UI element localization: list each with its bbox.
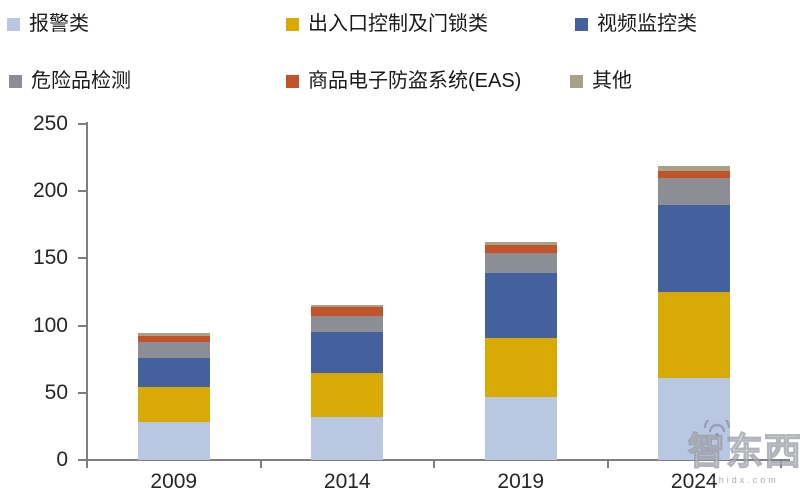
y-axis-tick — [78, 190, 87, 193]
watermark-brand: 智东西 — [687, 431, 800, 473]
legend-item-baojinglei: 报警类 — [7, 13, 89, 35]
watermark-zhidongxi: 智东西 zhidx.com — [684, 420, 800, 485]
bar-segment-2019 — [484, 337, 557, 397]
x-axis-tick — [86, 459, 88, 468]
y-axis-tick — [78, 123, 87, 125]
legend-item-churukou: 出入口控制及门锁类 — [286, 13, 488, 35]
x-axis-tick — [780, 459, 782, 468]
legend-item-shipin: 视频监控类 — [575, 13, 697, 35]
bar-segment-2019 — [484, 253, 557, 274]
bar-segment-2019 — [484, 396, 557, 460]
bar-segment-2024 — [658, 204, 731, 292]
x-axis-label: 2014 — [323, 470, 371, 493]
legend-label: 视频监控类 — [597, 13, 697, 35]
bar-segment-2024 — [658, 292, 731, 378]
bar-segment-2009 — [137, 357, 210, 388]
x-axis-label: 2019 — [497, 470, 545, 493]
bar-segment-2019 — [484, 242, 557, 245]
y-axis-tick-label: 100 — [32, 313, 68, 337]
legend-swatch-weixianpin — [9, 74, 22, 88]
legend-item-qita: 其他 — [570, 70, 632, 92]
bar-segment-2014 — [311, 372, 384, 417]
bar-segment-2014 — [311, 306, 384, 317]
legend-label: 商品电子防盗系统(EAS) — [308, 70, 522, 92]
x-axis-label: 2024 — [670, 470, 718, 493]
y-axis-tick — [78, 324, 87, 327]
bar-segment-2014 — [311, 305, 384, 307]
y-axis-tick-label: 150 — [32, 246, 68, 270]
bar-segment-2009 — [137, 335, 210, 342]
legend-swatch-shipin — [575, 17, 588, 31]
legend-item-eas: 商品电子防盗系统(EAS) — [286, 70, 521, 92]
legend-label: 危险品检测 — [31, 70, 131, 92]
x-axis-tick — [606, 459, 609, 468]
bar-segment-2019 — [484, 245, 557, 254]
bar-segment-2024 — [658, 177, 731, 205]
y-axis-tick — [78, 391, 87, 394]
bar-segment-2024 — [658, 378, 731, 460]
y-axis-tick-label: 250 — [32, 112, 68, 135]
bar-segment-2009 — [137, 333, 210, 336]
x-axis-label: 2009 — [150, 470, 198, 493]
y-axis-tick-label: 0 — [56, 448, 68, 471]
legend-label: 出入口控制及门锁类 — [308, 13, 488, 35]
bar-segment-2014 — [311, 417, 384, 460]
bar-segment-2009 — [137, 341, 210, 358]
bar-segment-2019 — [484, 273, 557, 338]
x-axis-tick — [433, 459, 435, 468]
legend-swatch-churukou — [286, 17, 299, 31]
legend-swatch-baojinglei — [7, 17, 20, 31]
bar-segment-2014 — [311, 332, 384, 373]
x-axis-tick — [259, 459, 262, 468]
bar-segment-2014 — [311, 316, 384, 333]
y-axis-tick — [78, 257, 87, 260]
bar-segment-2024 — [658, 171, 731, 178]
y-axis-line — [86, 122, 88, 461]
watermark-domain: zhidx.com — [711, 474, 779, 485]
y-axis-tick-label: 50 — [44, 380, 68, 404]
legend-label: 报警类 — [29, 13, 89, 35]
x-axis-line — [86, 459, 790, 461]
bar-segment-2009 — [137, 422, 210, 460]
legend-item-weixianpin: 危险品检测 — [9, 70, 131, 92]
y-axis-tick-label: 200 — [32, 179, 68, 203]
y-axis-tick — [78, 459, 87, 461]
legend-swatch-eas — [286, 74, 299, 88]
bar-segment-2024 — [658, 165, 731, 172]
bar-segment-2009 — [137, 387, 210, 423]
legend-label: 其他 — [592, 70, 632, 92]
legend-swatch-qita — [570, 74, 583, 88]
wifi-icon — [703, 420, 731, 436]
